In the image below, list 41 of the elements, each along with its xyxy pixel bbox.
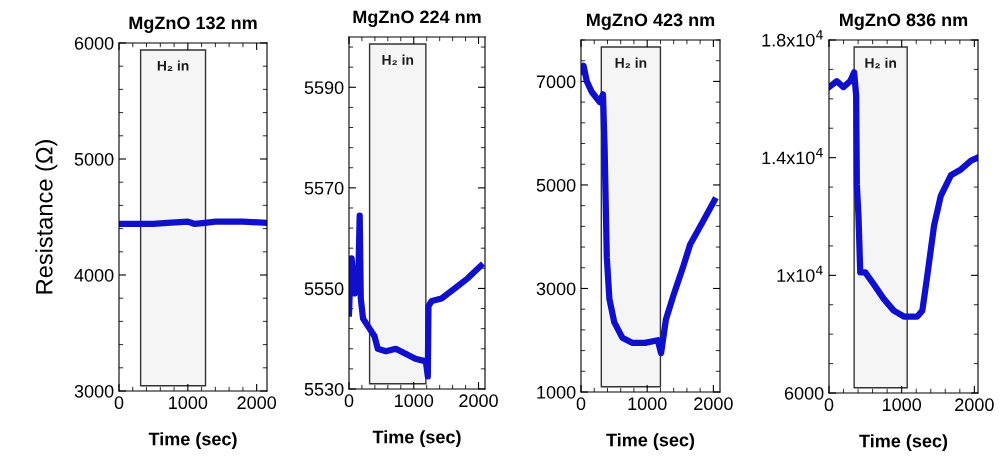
y-tick-label: 1x10$^{4}$	[777, 265, 823, 282]
chart-title: MgZnO 836 nm	[840, 13, 968, 30]
y-tick-label: 6000	[784, 386, 824, 400]
y-tick-label: 5570	[304, 181, 344, 195]
x-tick-label: 2000	[237, 396, 277, 410]
y-tick-label: 3000	[74, 384, 114, 398]
y-tick-label: 5000	[536, 178, 576, 192]
y-tick-label: 7000	[536, 75, 576, 89]
x-tick-label: 2000	[459, 394, 498, 408]
x-tick-label: 0	[344, 394, 354, 408]
band-label: H₂ in	[865, 57, 897, 69]
y-tick-label: 4000	[74, 268, 114, 282]
x-axis-title: Time (sec)	[606, 433, 695, 450]
x-tick-label: 0	[824, 398, 834, 412]
x-tick-label: 2000	[955, 398, 994, 412]
chart-title: MgZnO 224 nm	[353, 10, 481, 27]
y-tick-label: 5000	[74, 152, 114, 166]
y-tick-label: 3000	[536, 282, 576, 296]
y-tick-label: 5550	[304, 282, 344, 296]
x-tick-label: 1000	[628, 397, 667, 411]
x-axis-title: Time (sec)	[859, 434, 948, 451]
x-tick-label: 1000	[395, 394, 434, 408]
band-label: H₂ in	[615, 57, 647, 69]
x-tick-label: 1000	[882, 398, 922, 412]
x-axis-title: Time (sec)	[372, 430, 461, 447]
x-tick-label: 0	[576, 397, 586, 411]
band-label: H₂ in	[157, 60, 189, 71]
chart-title: MgZnO 423 nm	[587, 13, 715, 30]
band-label: H₂ in	[382, 54, 414, 66]
x-tick-label: 1000	[169, 396, 208, 410]
x-tick-label: 0	[114, 396, 124, 410]
y-axis-title: Resistance (Ω)	[35, 140, 58, 294]
y-tick-label: 6000	[74, 36, 114, 50]
y-tick-label: 1.4x10$^{4}$	[762, 147, 823, 165]
y-tick-label: 5530	[304, 382, 344, 396]
y-tick-label: 5590	[304, 81, 344, 95]
y-tick-label: 1000	[537, 385, 576, 399]
x-tick-label: 2000	[694, 397, 733, 411]
x-axis-title: Time (sec)	[148, 432, 237, 449]
chart-title: MgZnO 132 nm	[129, 16, 257, 33]
y-tick-label: 1.8x10$^{4}$	[762, 30, 823, 47]
